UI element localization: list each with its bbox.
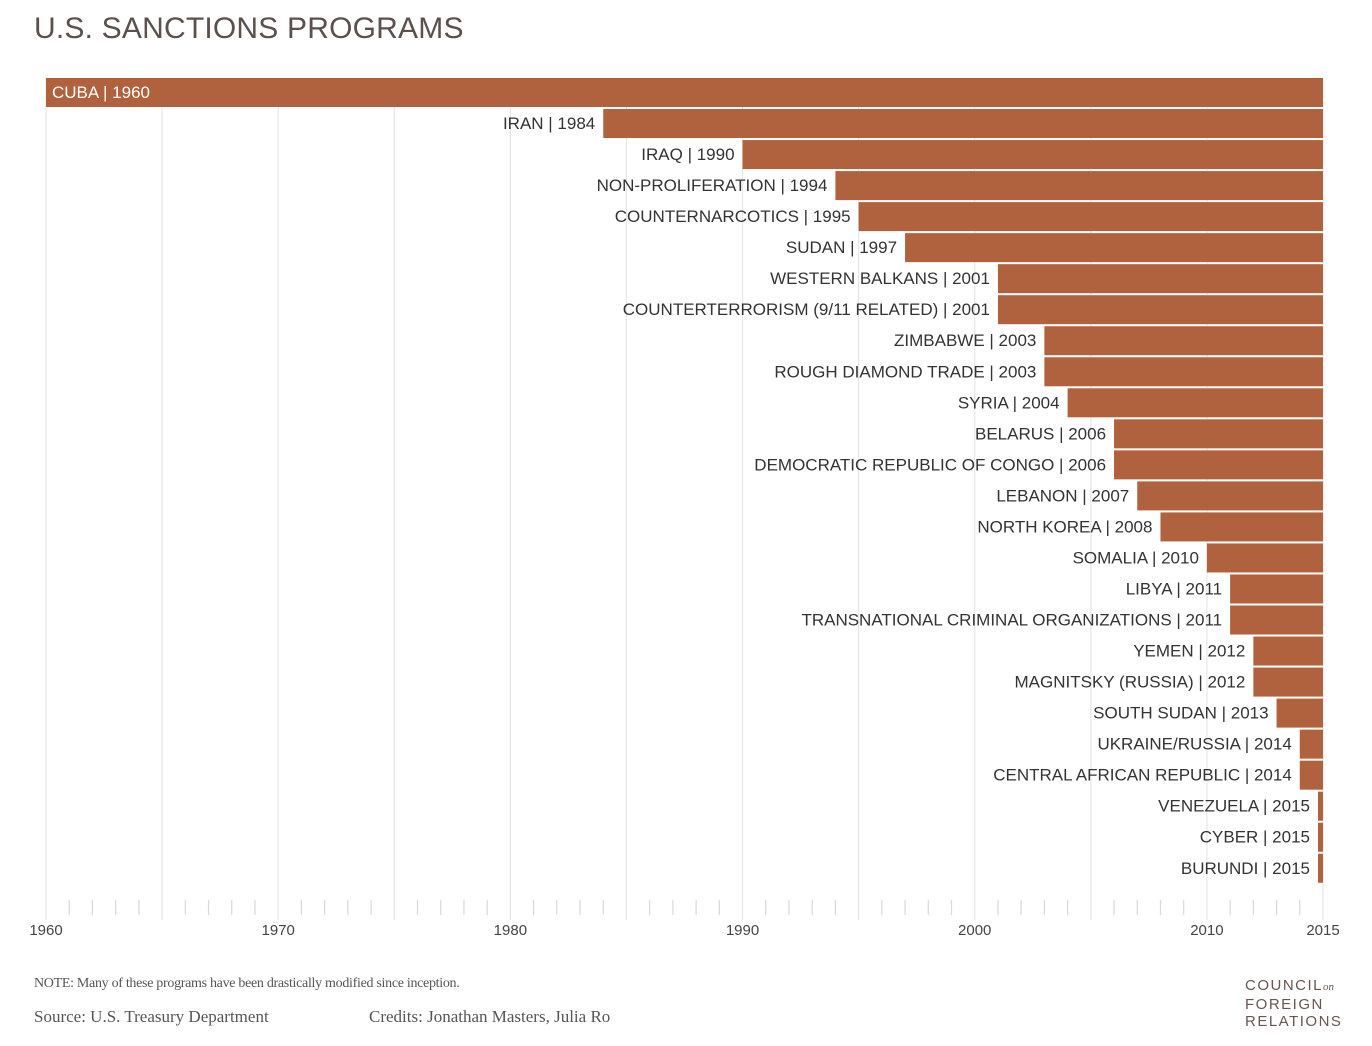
bar-label: MAGNITSKY (RUSSIA) | 2012 <box>1015 673 1246 692</box>
x-tick-label: 2000 <box>958 922 991 939</box>
x-tick-label: 1980 <box>494 922 527 939</box>
bar-label: SUDAN | 1997 <box>786 238 897 257</box>
bar-label: SYRIA | 2004 <box>958 393 1060 412</box>
bar-label: VENEZUELA | 2015 <box>1158 797 1310 816</box>
bar-label: BELARUS | 2006 <box>975 424 1106 443</box>
bar <box>1206 543 1323 573</box>
bar <box>835 171 1323 201</box>
bar <box>858 202 1323 232</box>
bar-label: NORTH KOREA | 2008 <box>977 517 1152 536</box>
bar-label: LEBANON | 2007 <box>996 486 1129 505</box>
bar-label: CUBA | 1960 <box>52 83 150 102</box>
x-tick-label: 1960 <box>29 922 62 939</box>
bar-label: ROUGH DIAMOND TRADE | 2003 <box>774 362 1036 381</box>
bar-label: SOUTH SUDAN | 2013 <box>1093 704 1268 723</box>
cfr-logo: COUNCILon FOREIGN RELATIONS <box>1245 977 1343 1030</box>
bar-label: IRAN | 1984 <box>503 114 595 133</box>
x-tick-label: 2015 <box>1306 922 1339 939</box>
bar <box>1253 636 1323 666</box>
bar-label: CENTRAL AFRICAN REPUBLIC | 2014 <box>993 766 1292 785</box>
bar <box>1160 512 1323 542</box>
footnote: NOTE: Many of these programs have been d… <box>34 976 460 991</box>
bar <box>997 295 1323 325</box>
source-text: Source: U.S. Treasury Department <box>34 1007 269 1026</box>
bar <box>1114 450 1323 480</box>
bar-label: TRANSNATIONAL CRIMINAL ORGANIZATIONS | 2… <box>801 611 1222 630</box>
bar-label: DEMOCRATIC REPUBLIC OF CONGO | 2006 <box>754 455 1106 474</box>
bar <box>742 140 1323 170</box>
bar-label: ZIMBABWE | 2003 <box>894 331 1036 350</box>
bar <box>905 233 1323 263</box>
bar <box>1318 791 1323 821</box>
bar <box>997 264 1323 294</box>
bar <box>1318 853 1323 883</box>
x-tick-label: 2010 <box>1190 922 1223 939</box>
bar <box>1067 388 1323 418</box>
bar-label: COUNTERNARCOTICS | 1995 <box>615 207 851 226</box>
bar <box>1299 729 1323 759</box>
bar <box>1318 822 1323 852</box>
bar <box>1253 667 1323 697</box>
bar-chart: 1960 1970 1980 1990 2000 2010 2015 CUBA | 1960 I… <box>29 78 1340 939</box>
chart-title: U.S. SANCTIONS PROGRAMS <box>34 12 464 45</box>
bar-label: SOMALIA | 2010 <box>1073 548 1199 567</box>
bar <box>1044 357 1323 387</box>
bar <box>1137 481 1323 511</box>
bar-label: NON-PROLIFERATION | 1994 <box>597 176 828 195</box>
bar <box>1230 574 1323 604</box>
x-tick-label: 1990 <box>726 922 759 939</box>
bar-label: BURUNDI | 2015 <box>1181 859 1310 878</box>
bar <box>1044 326 1323 356</box>
bar <box>603 109 1323 139</box>
bar <box>46 78 1323 107</box>
bar <box>1114 419 1323 449</box>
x-tick-label: 1970 <box>261 922 294 939</box>
bar-label: UKRAINE/RUSSIA | 2014 <box>1097 735 1291 754</box>
bar <box>1230 605 1323 635</box>
bar <box>1276 698 1323 728</box>
credits-text: Credits: Jonathan Masters, Julia Ro <box>369 1007 611 1026</box>
bar <box>1299 760 1323 790</box>
bar-label: IRAQ | 1990 <box>641 145 734 164</box>
bar-label: WESTERN BALKANS | 2001 <box>770 269 990 288</box>
bar-label: LIBYA | 2011 <box>1126 579 1222 598</box>
bar-label: CYBER | 2015 <box>1200 828 1310 847</box>
bar-label: COUNTERTERRORISM (9/11 RELATED) | 2001 <box>623 300 990 319</box>
bar-label: YEMEN | 2012 <box>1133 642 1245 661</box>
